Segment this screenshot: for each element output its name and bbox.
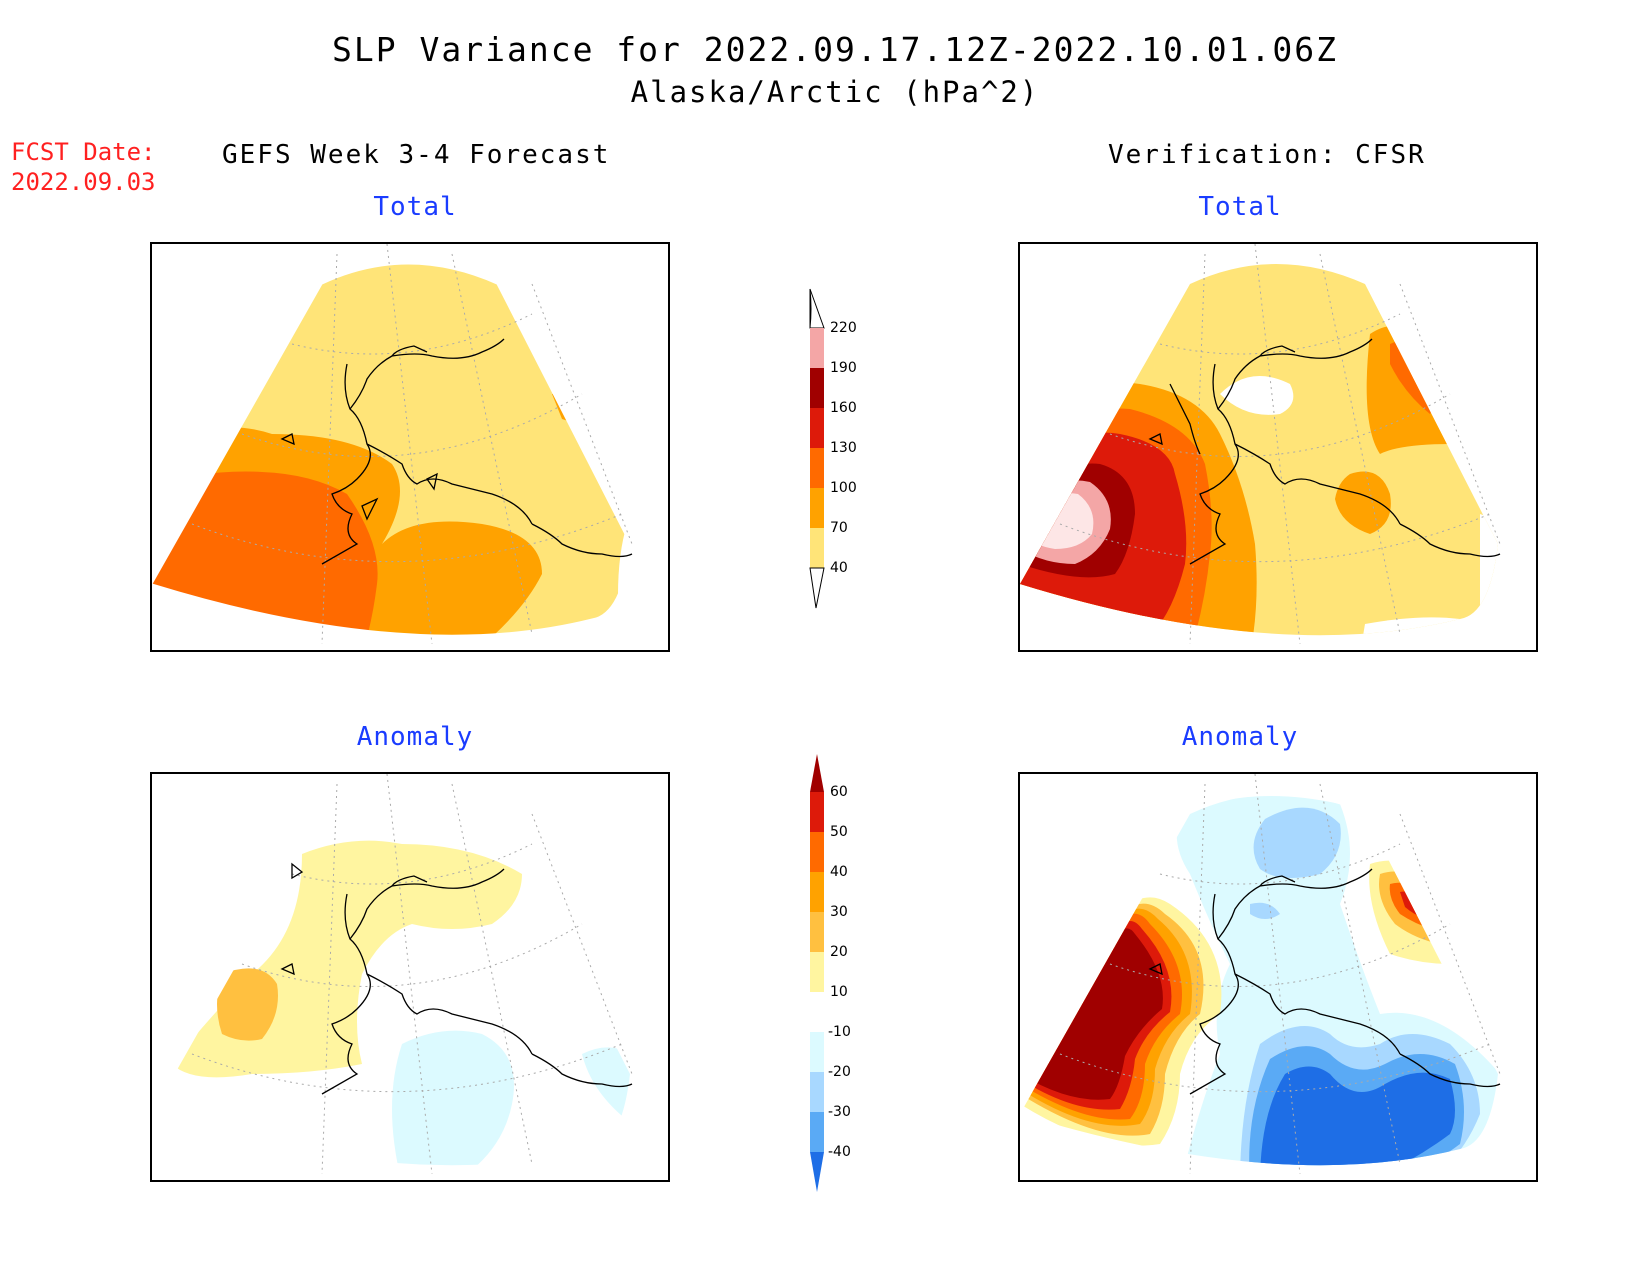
panel-title-forecast-anomaly: Anomaly bbox=[356, 722, 474, 752]
map-verification-anomaly bbox=[1018, 772, 1538, 1182]
colorbar-anomaly-label-30: 30 bbox=[830, 904, 848, 920]
colorbar-total-label-220: 220 bbox=[830, 320, 857, 336]
colorbar-total: 220 190 160 130 100 70 40 bbox=[800, 284, 870, 614]
colorbar-anomaly-label-60: 60 bbox=[830, 784, 848, 800]
contour-100-130 bbox=[152, 471, 378, 636]
colorbar-anomaly-label-neg10: -10 bbox=[828, 1024, 851, 1040]
column-title-verification: Verification: CFSR bbox=[1108, 140, 1426, 170]
colorbar-total-graphic bbox=[809, 288, 825, 609]
colorbar-anomaly-label-20: 20 bbox=[830, 944, 848, 960]
panel-title-verification-anomaly: Anomaly bbox=[1181, 722, 1299, 752]
main-title: SLP Variance for 2022.09.17.12Z-2022.10.… bbox=[332, 30, 1338, 69]
forecast-date: FCST Date: 2022.09.03 bbox=[11, 137, 156, 197]
colorbar-anomaly-label-40: 40 bbox=[830, 864, 848, 880]
colorbar-anomaly-graphic bbox=[810, 754, 824, 1192]
main-subtitle: Alaska/Arctic (hPa^2) bbox=[630, 75, 1040, 109]
colorbar-total-label-70: 70 bbox=[830, 520, 848, 536]
colorbar-total-label-190: 190 bbox=[830, 360, 857, 376]
colorbar-total-label-130: 130 bbox=[830, 440, 857, 456]
map-forecast-total bbox=[150, 242, 670, 652]
colorbar-anomaly: 60 50 40 30 20 10 -10 -20 -30 -40 bbox=[800, 752, 870, 1202]
map-forecast-anomaly bbox=[150, 772, 670, 1182]
contour-below-40 bbox=[618, 524, 630, 636]
map-verification-total bbox=[1018, 242, 1538, 652]
colorbar-anomaly-label-neg30: -30 bbox=[828, 1104, 851, 1120]
panel-title-forecast-total: Total bbox=[373, 192, 457, 222]
contour-below-40 bbox=[1220, 376, 1294, 415]
panel-title-verification-total: Total bbox=[1198, 192, 1282, 222]
coastline bbox=[280, 338, 633, 565]
graticule bbox=[191, 244, 633, 645]
colorbar-total-label-160: 160 bbox=[830, 400, 857, 416]
colorbar-total-label-40: 40 bbox=[830, 560, 848, 576]
colorbar-anomaly-label-neg40: -40 bbox=[828, 1144, 851, 1160]
forecast-date-value: 2022.09.03 bbox=[11, 168, 156, 196]
colorbar-anomaly-label-10: 10 bbox=[830, 984, 848, 1000]
forecast-date-label: FCST Date: bbox=[11, 138, 156, 166]
colorbar-anomaly-label-neg20: -20 bbox=[828, 1064, 851, 1080]
colorbar-anomaly-label-50: 50 bbox=[830, 824, 848, 840]
colorbar-total-label-100: 100 bbox=[830, 480, 857, 496]
column-title-forecast: GEFS Week 3-4 Forecast bbox=[222, 140, 611, 170]
